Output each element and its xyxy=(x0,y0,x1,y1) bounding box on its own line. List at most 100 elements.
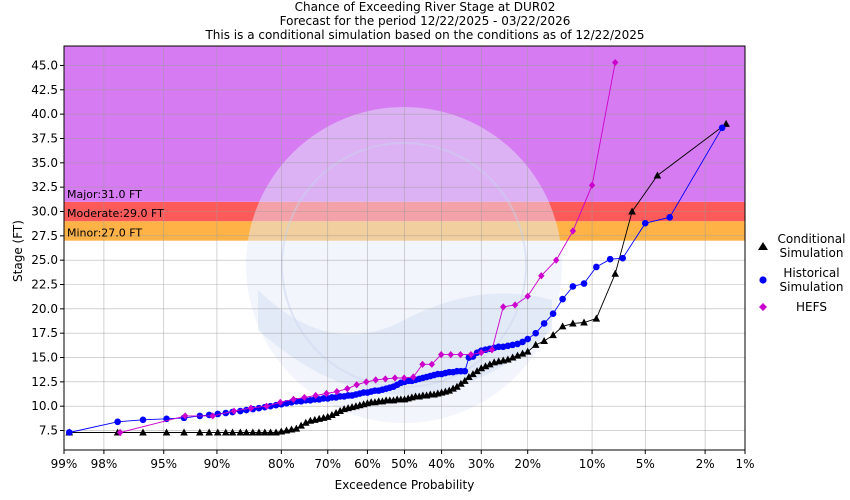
data-point-triangle xyxy=(266,428,275,436)
data-point-triangle xyxy=(611,269,619,277)
data-point-diamond xyxy=(478,349,485,357)
data-point-diamond xyxy=(230,407,238,415)
data-point-diamond xyxy=(511,301,519,309)
data-point-diamond xyxy=(209,412,216,420)
data-point-triangle xyxy=(196,428,204,436)
x-tick-label: 70% xyxy=(314,457,341,471)
data-point-diamond xyxy=(552,256,560,264)
data-point-diamond xyxy=(588,181,596,189)
data-point-circle xyxy=(237,407,244,415)
data-point-circle xyxy=(65,429,73,436)
data-point-diamond xyxy=(400,374,408,382)
data-point-diamond xyxy=(419,360,426,368)
chart-header: Chance of Exceeding River Stage at DUR02… xyxy=(0,0,850,42)
data-point-triangle xyxy=(513,351,522,359)
data-point-circle xyxy=(619,254,627,262)
triangle-marker-icon xyxy=(758,242,768,250)
x-tick-label: 5% xyxy=(636,457,655,471)
data-point-diamond xyxy=(323,389,330,398)
data-point-triangle xyxy=(580,318,588,326)
simulation-note: This is a conditional simulation based o… xyxy=(205,28,645,42)
data-point-triangle xyxy=(323,412,332,420)
data-point-circle xyxy=(495,343,502,351)
x-axis: 99% 98% 95% 90% 80% 70% 60% 50% 40% 30% 20% 10% 5% 2%… xyxy=(51,450,755,471)
x-tick-label: 20% xyxy=(514,457,541,471)
data-point-triangle xyxy=(453,382,461,390)
data-point-triangle xyxy=(592,314,601,322)
data-point-circle xyxy=(139,416,147,424)
data-point-triangle xyxy=(628,207,636,215)
data-point-triangle xyxy=(221,428,230,436)
legend-label-conditional: Conditional Simulation xyxy=(777,232,846,260)
data-point-triangle xyxy=(722,119,730,127)
circle-marker-icon xyxy=(759,276,767,284)
data-point-triangle xyxy=(297,421,305,429)
data-point-diamond xyxy=(344,385,351,393)
data-point-circle xyxy=(718,124,726,132)
data-point-triangle xyxy=(653,171,662,179)
data-point-diamond xyxy=(312,391,319,400)
data-point-triangle xyxy=(518,349,527,357)
x-tick-label: 99% xyxy=(51,457,78,471)
chart-title: Chance of Exceeding River Stage at DUR02 xyxy=(294,0,556,14)
data-point-diamond xyxy=(333,387,341,396)
y-tick-label: 30.0 xyxy=(31,204,58,218)
data-point-triangle xyxy=(242,428,251,436)
data-point-circle xyxy=(509,341,516,349)
data-point-circle xyxy=(569,283,577,290)
x-tick-label: 80% xyxy=(268,457,295,471)
data-point-triangle xyxy=(473,367,481,375)
legend-item-conditional: Conditional Simulation xyxy=(757,232,850,260)
data-point-diamond xyxy=(263,402,270,410)
y-tick-label: 15.0 xyxy=(31,351,58,365)
data-point-circle xyxy=(666,214,674,221)
y-tick-label: 35.0 xyxy=(31,156,58,170)
y-tick-label: 12.5 xyxy=(31,375,58,389)
data-point-triangle xyxy=(486,360,494,368)
flood-band-label-major: Major:31.0 FT xyxy=(67,188,142,201)
data-point-diamond xyxy=(524,292,531,300)
y-tick-label: 7.5 xyxy=(39,424,58,438)
y-tick-label: 40.0 xyxy=(31,107,58,121)
data-point-triangle xyxy=(249,428,257,436)
data-point-diamond xyxy=(247,404,255,412)
data-point-triangle xyxy=(180,428,188,436)
data-point-circle xyxy=(114,418,121,426)
data-point-diamond xyxy=(353,381,360,389)
data-point-triangle xyxy=(523,347,532,355)
data-point-circle xyxy=(606,255,614,263)
y-tick-label: 10.0 xyxy=(31,399,58,413)
data-point-diamond xyxy=(363,378,370,386)
data-point-diamond xyxy=(611,58,619,67)
x-tick-label: 98% xyxy=(91,457,118,471)
data-point-diamond xyxy=(410,373,417,381)
data-point-circle xyxy=(593,263,600,271)
y-tick-label: 17.5 xyxy=(31,326,58,340)
data-point-triangle xyxy=(531,340,540,348)
x-tick-label: 30% xyxy=(468,457,495,471)
x-tick-label: 1% xyxy=(735,457,754,471)
data-point-triangle xyxy=(213,428,222,436)
data-point-triangle xyxy=(205,428,213,436)
data-series xyxy=(65,58,730,437)
data-point-triangle xyxy=(445,386,454,394)
data-point-triangle xyxy=(255,428,263,436)
data-point-circle xyxy=(641,219,649,227)
data-point-triangle xyxy=(261,428,269,436)
data-point-triangle xyxy=(569,319,577,327)
data-point-diamond xyxy=(181,412,189,420)
data-point-diamond xyxy=(457,350,464,359)
y-tick-label: 32.5 xyxy=(31,180,58,194)
data-point-triangle xyxy=(465,372,473,380)
data-point-triangle xyxy=(449,384,457,392)
x-tick-label: 2% xyxy=(696,457,715,471)
data-point-circle xyxy=(519,338,526,346)
data-point-triangle xyxy=(236,428,245,436)
flood-band-label-moderate: Moderate:29.0 FT xyxy=(67,207,164,220)
y-tick-label: 20.0 xyxy=(31,302,58,316)
series-conditional-simulation xyxy=(65,119,730,436)
data-point-triangle xyxy=(139,428,147,436)
legend: Conditional Simulation Historical Simula… xyxy=(757,232,850,320)
data-point-diamond xyxy=(569,227,577,235)
